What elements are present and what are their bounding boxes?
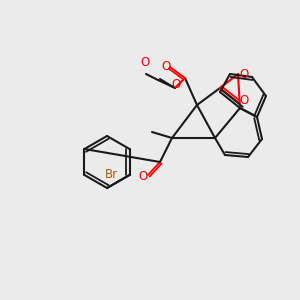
- Text: Br: Br: [104, 169, 118, 182]
- Text: O: O: [171, 77, 181, 91]
- Text: O: O: [239, 68, 249, 80]
- Text: O: O: [239, 94, 249, 106]
- Text: O: O: [138, 170, 148, 184]
- Text: O: O: [161, 61, 171, 74]
- Text: O: O: [140, 56, 150, 70]
